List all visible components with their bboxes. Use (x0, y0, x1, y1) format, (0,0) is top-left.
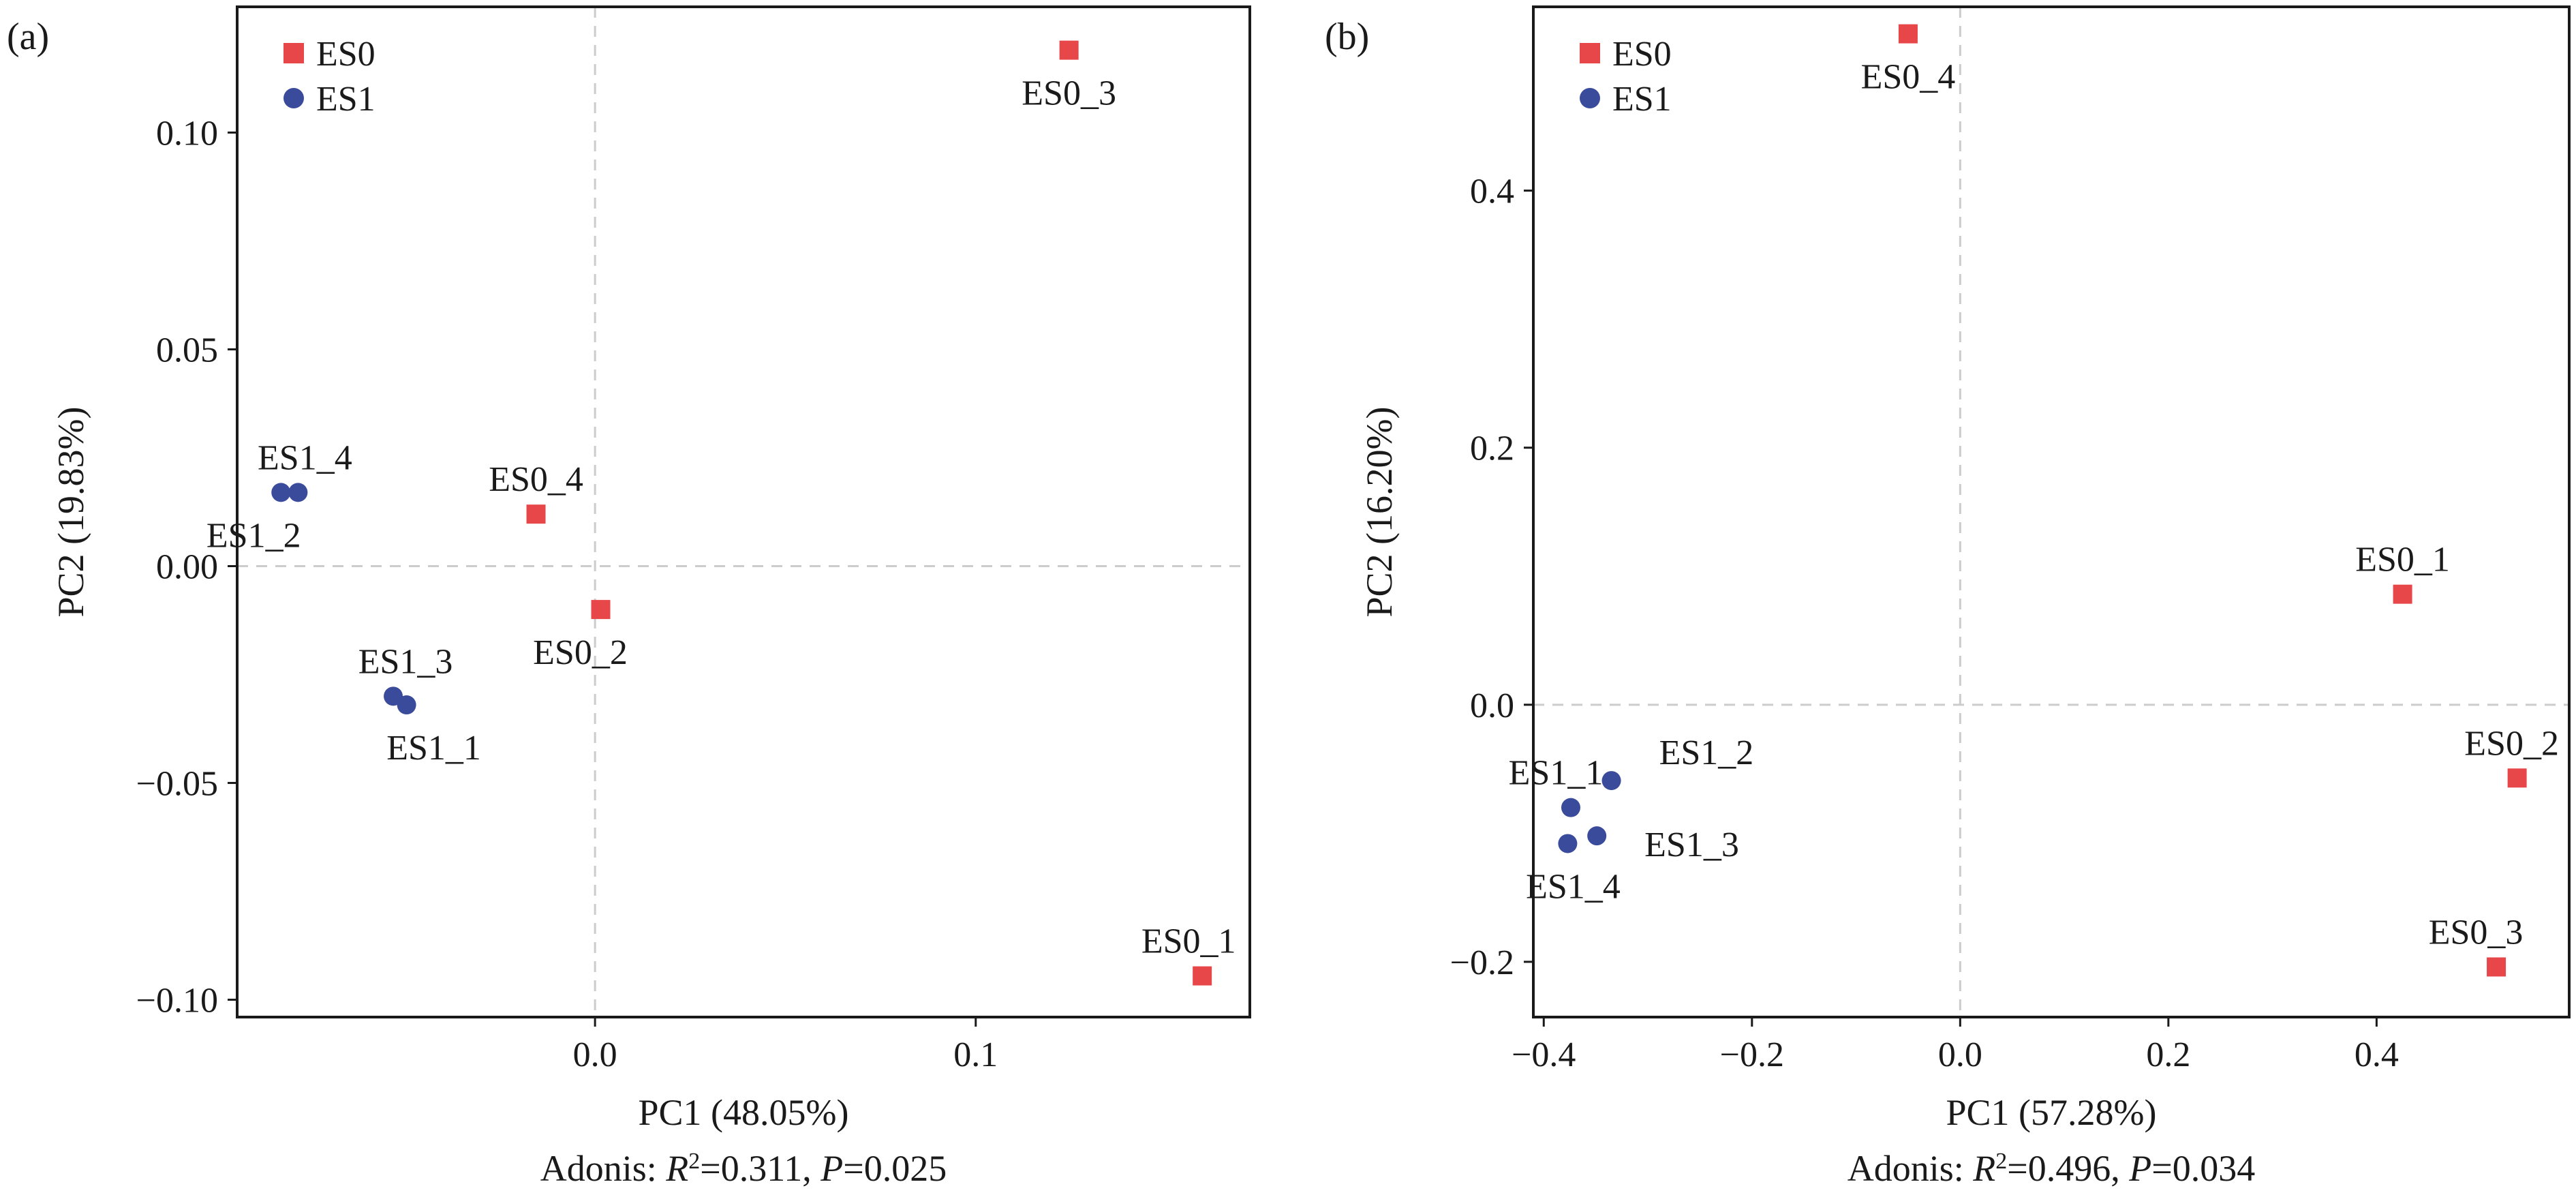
y-tick-label: 0.00 (156, 548, 218, 587)
legend-label-es1: ES1 (1612, 80, 1672, 119)
x-tick-label: 0.1 (953, 1035, 998, 1074)
x-tick-label: 0.2 (2146, 1035, 2190, 1074)
legend-label-es1: ES1 (316, 80, 375, 119)
point-es1-4 (288, 483, 308, 502)
y-axis-title: PC2 (19.83%) (50, 407, 91, 618)
x-tick-label: −0.4 (1512, 1035, 1576, 1074)
x-tick-label: 0.4 (2355, 1035, 2399, 1074)
y-tick-label: −0.10 (136, 982, 218, 1020)
point-label-es1-3: ES1_3 (358, 642, 453, 681)
point-es1-1 (1561, 798, 1580, 817)
point-label-es1-2: ES1_2 (1659, 733, 1754, 772)
x-tick-label: 0.0 (1938, 1035, 1982, 1074)
point-label-es0-1: ES0_1 (1141, 922, 1236, 961)
y-tick-label: 0.10 (156, 114, 218, 153)
point-es0-4 (1898, 24, 1918, 44)
point-label-es0-2: ES0_2 (533, 633, 628, 672)
x-tick-label: 0.0 (573, 1035, 617, 1074)
point-label-es1-3: ES1_3 (1644, 826, 1739, 864)
y-tick-label: 0.0 (1470, 686, 1514, 725)
point-es1-2 (1601, 771, 1621, 791)
plot-frame (236, 5, 1251, 1018)
point-es0-1 (1193, 966, 1212, 986)
point-es0-3 (2487, 957, 2506, 977)
point-label-es1-1: ES1_1 (386, 729, 481, 768)
point-es1-4 (1558, 834, 1578, 853)
point-es0-3 (1059, 40, 1079, 60)
x-tick-label: −0.2 (1720, 1035, 1784, 1074)
point-label-es1-1: ES1_1 (1509, 754, 1604, 793)
legend-label-es0: ES0 (1612, 35, 1672, 74)
y-tick-label: 0.2 (1470, 429, 1514, 468)
x-axis-title: PC1 (57.28%) (1946, 1092, 2157, 1133)
point-label-es0-4: ES0_4 (489, 460, 583, 499)
y-tick-label: −0.2 (1450, 943, 1514, 982)
legend-marker-es0 (1580, 43, 1600, 63)
panel-label: (a) (7, 16, 49, 58)
legend-label-es0: ES0 (316, 35, 375, 74)
point-label-es0-4: ES0_4 (1861, 58, 1956, 97)
legend-marker-es0 (283, 43, 304, 63)
panel-label: (b) (1325, 16, 1369, 58)
point-label-es1-2: ES1_2 (206, 516, 301, 555)
point-es0-2 (2507, 768, 2527, 788)
point-es0-2 (591, 600, 611, 620)
point-label-es1-4: ES1_4 (258, 438, 352, 477)
point-es0-1 (2393, 584, 2412, 604)
legend-marker-es1 (283, 88, 304, 108)
point-label-es0-3: ES0_3 (2429, 913, 2524, 952)
point-label-es0-2: ES0_2 (2464, 724, 2559, 763)
point-label-es0-1: ES0_1 (2355, 541, 2450, 579)
point-es1-2 (271, 483, 291, 502)
plot-frame (1532, 5, 2571, 1018)
point-es1-3 (1587, 826, 1607, 846)
point-label-es1-4: ES1_4 (1526, 867, 1621, 906)
adonis-caption: Adonis: R2=0.496, P=0.034 (1847, 1148, 2255, 1189)
panel-b: (b) −0.4 −0.2 0.0 0.2 0.4 0.4 0.2 0.0 −0.2 PC1 (57… (1325, 5, 2571, 1189)
point-es0-4 (526, 504, 546, 524)
y-tick-label: −0.05 (136, 765, 218, 804)
point-label-es0-3: ES0_3 (1022, 74, 1116, 113)
adonis-caption: Adonis: R2=0.311, P=0.025 (540, 1148, 947, 1189)
y-tick-label: 0.05 (156, 331, 218, 369)
point-es1-3 (384, 686, 403, 706)
y-axis-title: PC2 (16.20%) (1359, 407, 1400, 618)
legend-marker-es1 (1580, 88, 1600, 108)
x-axis-title: PC1 (48.05%) (639, 1092, 849, 1133)
y-tick-label: 0.4 (1470, 172, 1514, 211)
panel-a: (a) 0.0 0.1 0.10 0.05 0.00 −0.05 −0.10 PC1 (48.0… (7, 5, 1251, 1189)
